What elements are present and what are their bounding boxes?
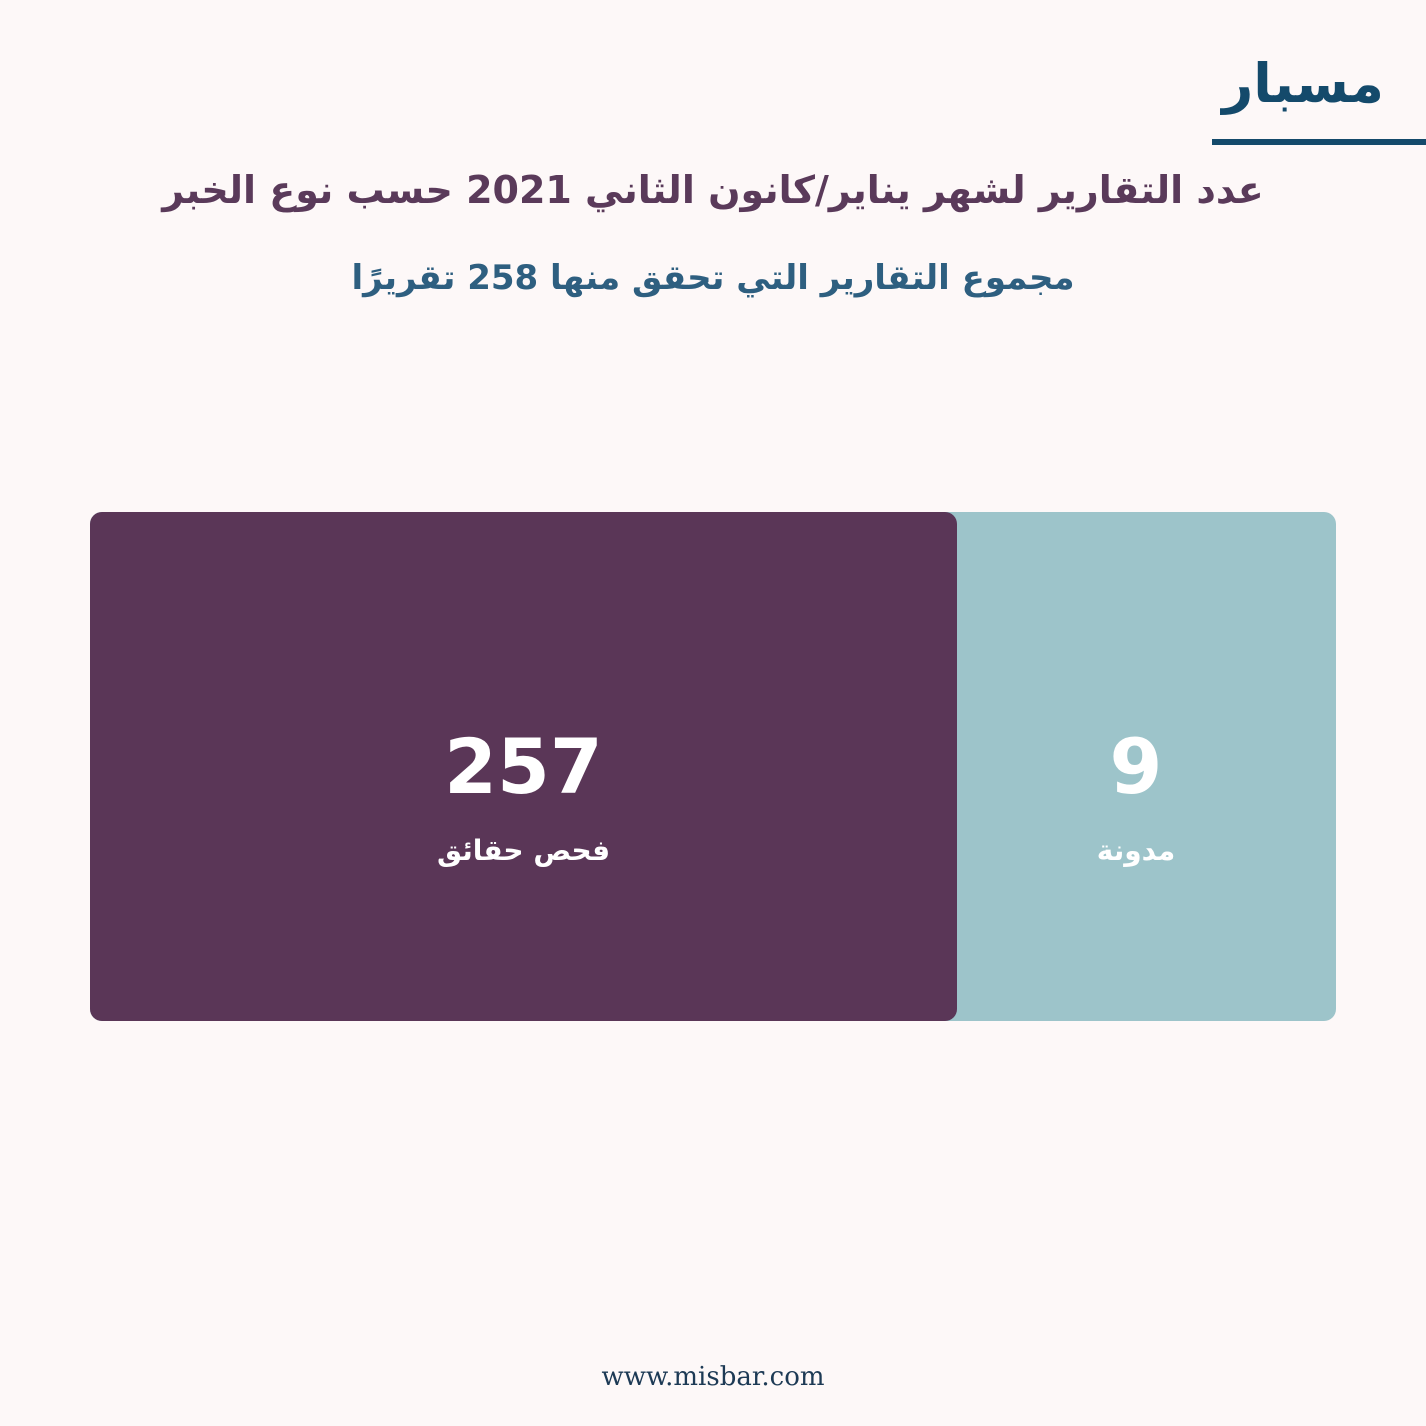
bar-fact-check: 257 فحص حقائق (90, 512, 957, 1021)
category-label-fact-check: فحص حقائق (436, 834, 611, 867)
logo-underline (1212, 139, 1426, 145)
chart-subtitle: مجموع التقارير التي تحقق منها 258 تقريرً… (351, 258, 1075, 298)
value-label-blog: 9 (1109, 722, 1163, 811)
value-label-fact-check: 257 (444, 722, 603, 811)
chart-title: عدد التقارير لشهر يناير/كانون الثاني 202… (162, 168, 1264, 212)
misbar-logo: مسبار (1222, 52, 1384, 115)
website-url: www.misbar.com (601, 1362, 825, 1392)
stacked-bar-chart: 9 مدونة 257 فحص حقائق (90, 512, 1336, 1021)
category-label-blog: مدونة (1096, 834, 1176, 867)
